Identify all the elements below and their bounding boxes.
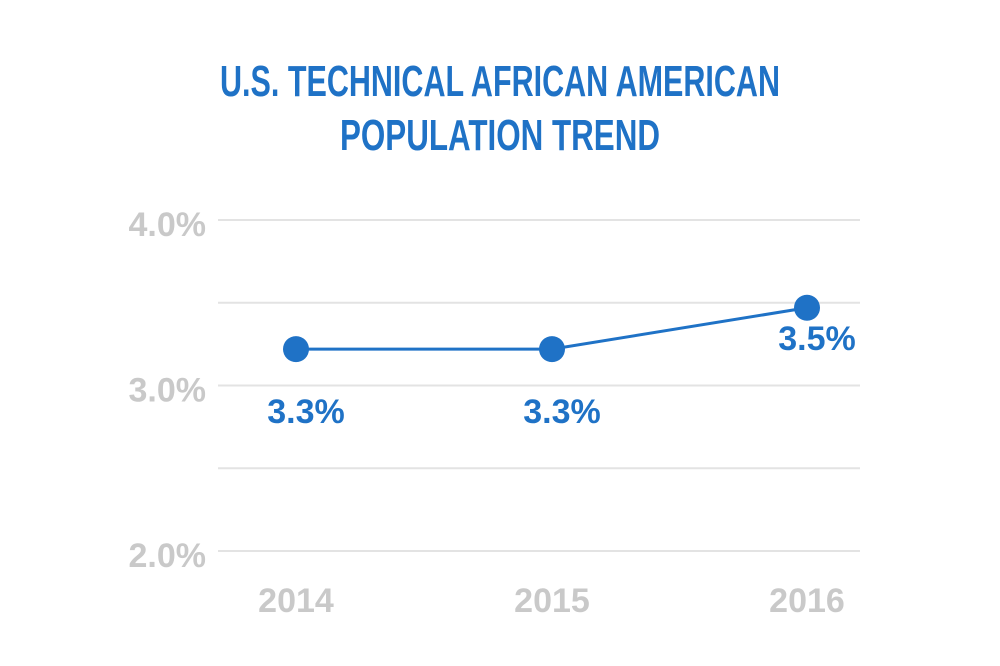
gridlines: [218, 219, 860, 552]
x-tick-label: 2014: [258, 582, 334, 620]
data-label: 3.5%: [778, 320, 856, 358]
data-labels: 3.3% 3.3% 3.5%: [267, 320, 856, 431]
data-point: [794, 294, 820, 321]
title-line-1: U.S. TECHNICAL AFRICAN AMERICAN: [220, 57, 780, 106]
x-tick-label: 2015: [514, 582, 590, 620]
y-tick-label: 4.0%: [129, 206, 207, 244]
data-point: [539, 336, 565, 363]
x-tick-label: 2016: [769, 582, 845, 620]
x-axis-ticks: 2014 2015 2016: [258, 582, 845, 620]
data-label: 3.3%: [267, 393, 345, 431]
series: [283, 294, 820, 363]
y-tick-label: 3.0%: [129, 372, 207, 410]
data-label: 3.3%: [523, 393, 601, 431]
data-point: [283, 336, 309, 363]
chart-title: U.S. TECHNICAL AFRICAN AMERICAN POPULATI…: [220, 57, 780, 160]
y-axis-ticks: 4.0% 3.0% 2.0%: [129, 206, 207, 575]
y-tick-label: 2.0%: [129, 537, 207, 575]
title-line-2: POPULATION TREND: [340, 111, 660, 160]
